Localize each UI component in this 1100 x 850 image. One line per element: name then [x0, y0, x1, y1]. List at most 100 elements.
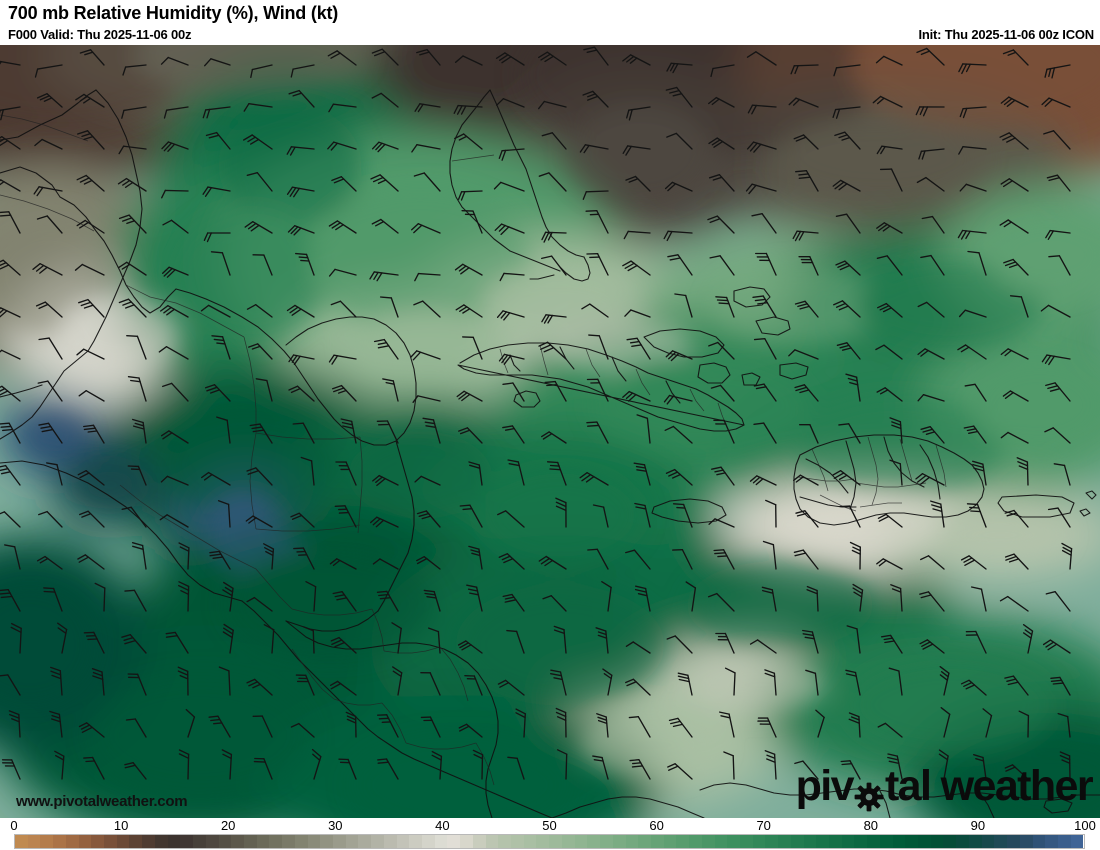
wind-barb-flag	[81, 133, 91, 138]
wind-barb-flag	[417, 103, 424, 113]
wind-barb	[313, 586, 317, 612]
wind-barb-flag	[0, 310, 8, 318]
wind-barb-flag	[377, 758, 388, 761]
wind-barb-flag	[250, 224, 260, 232]
wind-barb-flag	[1006, 512, 1017, 517]
wind-barb-flag	[46, 462, 58, 466]
wind-barb-flag	[543, 314, 550, 324]
wind-barb-flag	[246, 678, 256, 684]
wind-barb-flag	[1024, 629, 1033, 636]
wind-barb	[266, 379, 273, 402]
wind-barb-flag	[973, 754, 984, 759]
wind-barb	[980, 588, 987, 612]
wind-barb-flag	[963, 557, 973, 563]
page-title: 700 mb Relative Humidity (%), Wind (kt)	[8, 3, 339, 23]
wind-barb-flag	[376, 590, 388, 593]
wind-barb-flag	[746, 51, 757, 58]
wind-barb-flag	[372, 474, 380, 482]
wind-barb-flag	[202, 109, 207, 119]
wind-barb-flag	[467, 588, 479, 592]
wind-barb-flag	[247, 136, 256, 143]
wind-barb	[130, 506, 147, 528]
wind-barb-flag	[10, 626, 22, 633]
wind-barb-flag	[708, 137, 718, 145]
wind-barb-flag	[502, 593, 513, 598]
humidity-detail-layer	[0, 45, 1100, 818]
wind-barb	[965, 183, 987, 192]
wind-barb-flag	[668, 765, 679, 771]
wind-barb-flag	[878, 559, 887, 567]
wind-barb-flag	[592, 755, 603, 759]
wind-barb-flag	[177, 670, 189, 676]
wind-barb-flag	[1004, 553, 1015, 558]
wind-barb-flag	[666, 62, 672, 72]
wind-barb-flag	[749, 142, 758, 152]
wind-barb	[166, 475, 189, 486]
wind-barb-flag	[888, 760, 900, 765]
wind-barb-flag	[504, 596, 515, 600]
wind-barb-flag	[501, 354, 509, 364]
wind-barb-flag	[117, 177, 128, 185]
wind-barb-flag	[626, 681, 637, 687]
wind-barb-flag	[764, 669, 776, 674]
wind-barb-flag	[712, 176, 723, 181]
colorbar-swatch	[205, 835, 219, 848]
wind-barb-flag	[538, 51, 548, 59]
wind-barb-flag	[795, 386, 808, 392]
wind-barb-flag	[1006, 678, 1017, 682]
wind-barb	[926, 301, 945, 318]
wind-barb	[550, 595, 567, 612]
wind-barb-flag	[587, 93, 596, 98]
colorbar-swatch	[243, 835, 257, 848]
colorbar[interactable]: 0 10 20 30 40 50 60 70 80 90 100	[0, 818, 1100, 850]
humidity-blob	[348, 431, 492, 519]
wind-barb-flag	[1051, 67, 1056, 79]
wind-barb-flag	[668, 717, 679, 722]
colorbar-swatch	[638, 835, 651, 848]
colorbar-swatch	[574, 835, 588, 848]
wind-barb-flag	[793, 549, 804, 553]
wind-barb-flag	[920, 594, 932, 599]
wind-barb-flag	[1000, 96, 1010, 104]
wind-barb-flag	[121, 109, 125, 119]
colorbar-swatch	[600, 835, 613, 848]
wind-barb-flag	[764, 750, 776, 755]
wind-barb	[47, 380, 63, 402]
wind-barb-flag	[602, 668, 613, 676]
wind-barb-flag	[83, 135, 94, 141]
wind-barb-flag	[469, 592, 480, 596]
wind-barb-flag	[672, 63, 679, 74]
wind-barb-flag	[421, 515, 432, 520]
map-canvas[interactable]	[0, 45, 1100, 818]
wind-barb-flag	[543, 231, 550, 243]
wind-barb-flag	[503, 312, 511, 321]
wind-barb-flag	[0, 138, 6, 143]
colorbar-swatch	[650, 835, 664, 848]
wind-barb-flag	[472, 749, 484, 756]
wind-barb-flag	[124, 639, 136, 645]
wind-barb	[925, 176, 945, 192]
wind-barb-flag	[962, 107, 968, 119]
wind-barb-flag	[676, 506, 686, 509]
wind-barb-flag	[1041, 354, 1048, 363]
wind-barb-flag	[460, 191, 466, 201]
wind-barb-flag	[330, 300, 342, 306]
wind-barb	[691, 587, 697, 612]
wind-barb-flag	[414, 103, 421, 112]
wind-barb-flag	[249, 423, 261, 427]
wind-barb-flag	[544, 55, 554, 63]
wind-barb-flag	[745, 183, 753, 192]
wind-barb	[637, 716, 651, 738]
wind-barb-flag	[540, 557, 551, 565]
wind-barb-flag	[544, 380, 556, 384]
wind-barb-flag	[795, 476, 804, 483]
wind-barb-flag	[493, 181, 502, 190]
wind-barb-flag	[626, 55, 635, 63]
wind-barb-flag	[930, 500, 942, 505]
wind-barb-flag	[1050, 679, 1063, 682]
wind-barb-flag	[49, 710, 61, 716]
wind-barb	[170, 219, 189, 234]
wind-barb-flag	[507, 756, 518, 759]
wind-barb	[256, 172, 273, 192]
